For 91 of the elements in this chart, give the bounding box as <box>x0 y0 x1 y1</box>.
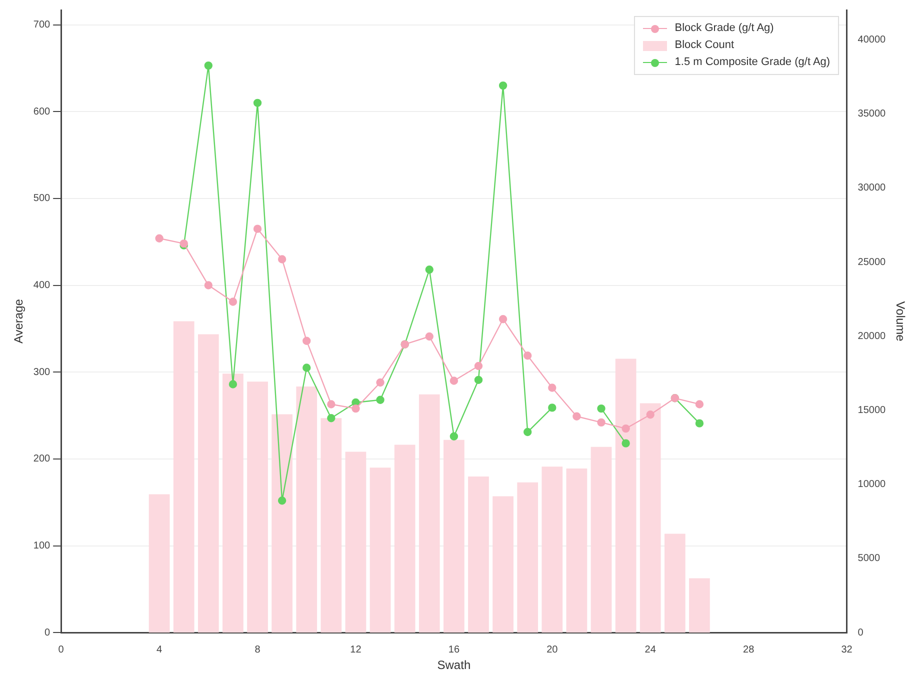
point <box>155 234 164 242</box>
bar <box>247 382 268 633</box>
y2-tick-label: 30000 <box>858 182 886 194</box>
point <box>204 281 213 290</box>
bar <box>590 446 612 633</box>
y-tick-label: 200 <box>33 454 51 465</box>
y-tick-label: 500 <box>33 193 51 204</box>
x-tick-label: 16 <box>448 644 460 656</box>
y2-axis-title: Volume <box>893 301 908 342</box>
point <box>597 418 606 427</box>
point <box>204 61 213 70</box>
bar <box>468 476 489 633</box>
point <box>352 404 360 413</box>
point <box>498 315 508 324</box>
bar <box>418 394 440 633</box>
x-tick-label: 20 <box>546 644 558 656</box>
legend-label: Block Grade (g/t Ag) <box>674 21 774 36</box>
point <box>302 336 311 345</box>
bar <box>394 444 416 633</box>
point <box>498 81 508 90</box>
y-axis-title: Average <box>12 298 26 344</box>
bar <box>444 440 464 633</box>
bar <box>173 321 194 633</box>
point <box>228 380 238 388</box>
x-tick-label: 0 <box>58 644 64 656</box>
y2-tick-label: 25000 <box>858 256 886 268</box>
point <box>376 396 384 404</box>
x-tick-label: 8 <box>254 644 261 656</box>
point <box>548 384 556 392</box>
bar <box>492 496 514 633</box>
y-tick-label: 700 <box>33 20 51 31</box>
bar <box>198 334 219 633</box>
bar <box>148 494 170 633</box>
bar <box>272 414 292 633</box>
point <box>376 378 384 387</box>
x-tick-label: 32 <box>841 644 853 656</box>
point <box>597 404 606 413</box>
x-tick-label: 12 <box>350 644 362 656</box>
y-tick-label: 0 <box>44 627 51 638</box>
y2-tick-label: 10000 <box>858 479 886 490</box>
bar <box>345 452 366 633</box>
point <box>253 224 262 233</box>
y2-tick-label: 15000 <box>858 404 886 416</box>
point <box>572 412 581 420</box>
point <box>450 376 458 385</box>
bar <box>370 468 391 633</box>
y-tick-label: 400 <box>33 280 51 292</box>
point <box>228 298 238 306</box>
bar <box>689 578 710 633</box>
bar <box>664 534 686 633</box>
point <box>278 255 286 264</box>
point <box>327 414 336 422</box>
y2-tick-label: 0 <box>858 627 864 638</box>
bar <box>222 374 244 633</box>
point <box>524 352 532 360</box>
x-tick-label: 24 <box>644 644 656 656</box>
point <box>450 432 458 440</box>
point <box>695 419 704 428</box>
y2-tick-label: 40000 <box>858 34 886 46</box>
point <box>622 424 630 433</box>
x-tick-label: 28 <box>743 644 755 656</box>
legend-label: 1.5 m Composite Grade (g/t Ag) <box>674 55 830 70</box>
x-tick-label: 4 <box>156 644 163 656</box>
legend-label: Block Count <box>674 38 734 53</box>
bar <box>320 418 342 633</box>
y2-tick-label: 5000 <box>858 553 880 564</box>
x-axis-title: Swath <box>437 658 471 672</box>
bar <box>615 358 636 633</box>
bar <box>517 482 538 633</box>
point <box>474 376 483 384</box>
y-tick-label: 600 <box>33 106 51 118</box>
point <box>548 404 556 412</box>
bar <box>296 386 318 633</box>
point <box>622 439 630 448</box>
bar <box>566 468 588 633</box>
point <box>425 266 434 274</box>
y2-tick-label: 20000 <box>858 330 886 342</box>
point <box>474 362 483 370</box>
y2-tick-label: 35000 <box>858 108 886 120</box>
bar <box>542 466 563 633</box>
point <box>327 400 336 408</box>
point <box>278 496 286 505</box>
bar <box>640 403 661 633</box>
y-tick-label: 100 <box>33 540 51 552</box>
point <box>524 428 532 436</box>
point <box>695 400 704 408</box>
point <box>302 364 311 372</box>
point <box>253 98 262 108</box>
y-tick-label: 300 <box>33 366 51 378</box>
point <box>646 410 654 419</box>
point <box>425 332 434 341</box>
